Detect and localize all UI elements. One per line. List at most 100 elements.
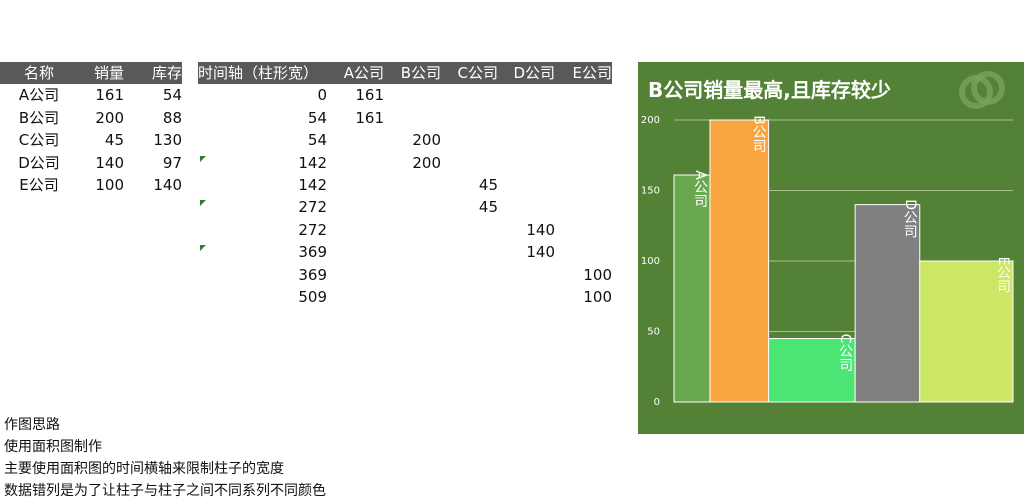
table-cell[interactable]	[327, 174, 384, 196]
column-header-c[interactable]: C公司	[441, 62, 498, 85]
table-cell[interactable]: 140	[95, 153, 124, 172]
error-indicator-icon[interactable]	[200, 200, 206, 207]
table-cell[interactable]	[441, 152, 498, 174]
table-cell[interactable]	[441, 264, 498, 286]
table-cell[interactable]: 200	[384, 129, 441, 151]
table-cell[interactable]	[555, 241, 612, 263]
column-header-name[interactable]: 名称	[0, 62, 78, 85]
table-cell[interactable]: 272	[198, 196, 327, 218]
table-row: E公司 100 140	[0, 174, 182, 196]
note-line[interactable]: 主要使用面积图的时间横轴来限制柱子的宽度	[4, 461, 284, 477]
table-cell[interactable]	[498, 107, 555, 129]
bar-d[interactable]	[854, 204, 921, 403]
table-cell[interactable]: C公司	[18, 131, 60, 150]
table-cell[interactable]: 45	[104, 131, 124, 150]
column-header-d[interactable]: D公司	[498, 62, 555, 85]
table-cell[interactable]: 161	[327, 107, 384, 129]
table-cell[interactable]	[555, 152, 612, 174]
table-cell[interactable]: 369	[198, 264, 327, 286]
table-cell[interactable]: 369	[198, 241, 327, 263]
table-cell[interactable]	[384, 264, 441, 286]
bar-a[interactable]	[673, 174, 711, 403]
table-cell[interactable]: 45	[441, 174, 498, 196]
cell-value: 140	[526, 220, 555, 239]
table-cell[interactable]: 54	[198, 107, 327, 129]
table-cell[interactable]	[327, 152, 384, 174]
table-cell[interactable]: 200	[384, 152, 441, 174]
table-cell[interactable]: 200	[95, 108, 124, 127]
table-cell[interactable]: B公司	[18, 108, 60, 127]
column-header-sales[interactable]: 销量	[78, 62, 124, 85]
table-cell[interactable]: 161	[95, 86, 124, 105]
table-cell[interactable]: E公司	[19, 176, 59, 195]
table-cell[interactable]	[441, 241, 498, 263]
table-cell[interactable]	[498, 196, 555, 218]
table-cell[interactable]: 140	[153, 176, 182, 195]
note-line[interactable]: 数据错列是为了让柱子与柱子之间不同系列不同颜色	[4, 483, 326, 499]
table-cell[interactable]	[441, 84, 498, 106]
table-cell[interactable]	[384, 241, 441, 263]
table-cell[interactable]	[327, 219, 384, 241]
table-cell[interactable]: 142	[198, 152, 327, 174]
bar-e[interactable]	[919, 260, 1014, 403]
table-cell[interactable]: 130	[153, 131, 182, 150]
table-cell[interactable]	[327, 129, 384, 151]
table-cell[interactable]	[327, 286, 384, 308]
table-cell[interactable]	[498, 174, 555, 196]
table-cell[interactable]: 88	[162, 108, 182, 127]
error-indicator-icon[interactable]	[200, 245, 206, 252]
table-cell[interactable]	[498, 152, 555, 174]
bar-b[interactable]	[709, 119, 770, 403]
table-cell[interactable]: 140	[498, 241, 555, 263]
table-cell[interactable]: 100	[95, 176, 124, 195]
table-cell[interactable]	[498, 286, 555, 308]
table-cell[interactable]: 54	[198, 129, 327, 151]
table-cell[interactable]	[384, 196, 441, 218]
table-cell[interactable]: 0	[198, 84, 327, 106]
table-cell[interactable]	[441, 219, 498, 241]
table-cell[interactable]	[555, 174, 612, 196]
chart-area[interactable]: 0 50 100 150 200 A公司 B公司 C公司 D公司 E公司 B公司销量最高,且库存较…	[638, 62, 1024, 434]
table-cell[interactable]	[555, 107, 612, 129]
table-cell[interactable]: 272	[198, 219, 327, 241]
table-cell[interactable]	[498, 84, 555, 106]
table-cell[interactable]	[384, 84, 441, 106]
table-cell[interactable]: A公司	[18, 86, 60, 105]
column-header-b[interactable]: B公司	[384, 62, 441, 85]
table-cell[interactable]	[555, 129, 612, 151]
table-cell[interactable]	[441, 286, 498, 308]
table-cell[interactable]	[498, 129, 555, 151]
cell-value: 200	[412, 153, 441, 172]
table-cell[interactable]	[555, 219, 612, 241]
table-cell[interactable]	[327, 241, 384, 263]
table-cell[interactable]	[555, 84, 612, 106]
column-header-timeline[interactable]: 时间轴（柱形宽）	[198, 62, 327, 85]
table-cell[interactable]	[441, 129, 498, 151]
note-line[interactable]: 作图思路	[4, 417, 60, 433]
table-cell[interactable]	[327, 264, 384, 286]
table-cell[interactable]: 54	[162, 86, 182, 105]
table-cell[interactable]	[384, 219, 441, 241]
table-cell[interactable]: 161	[327, 84, 384, 106]
table-cell[interactable]	[384, 286, 441, 308]
table-cell[interactable]	[441, 107, 498, 129]
table-cell[interactable]: 140	[498, 219, 555, 241]
table-cell[interactable]	[555, 196, 612, 218]
table-cell[interactable]: 100	[555, 286, 612, 308]
table-row: 142 45	[198, 174, 612, 196]
note-line[interactable]: 使用面积图制作	[4, 439, 102, 455]
column-header-stock[interactable]: 库存	[124, 62, 182, 85]
table-cell[interactable]: D公司	[18, 153, 60, 172]
table-cell[interactable]	[384, 174, 441, 196]
table-cell[interactable]: 509	[198, 286, 327, 308]
table-cell[interactable]	[327, 196, 384, 218]
table-cell[interactable]	[384, 107, 441, 129]
table-cell[interactable]: 100	[555, 264, 612, 286]
error-indicator-icon[interactable]	[200, 155, 206, 162]
column-header-e[interactable]: E公司	[555, 62, 612, 85]
table-cell[interactable]: 97	[162, 153, 182, 172]
table-cell[interactable]	[498, 264, 555, 286]
table-cell[interactable]: 45	[441, 196, 498, 218]
column-header-a[interactable]: A公司	[327, 62, 384, 85]
table-cell[interactable]: 142	[198, 174, 327, 196]
